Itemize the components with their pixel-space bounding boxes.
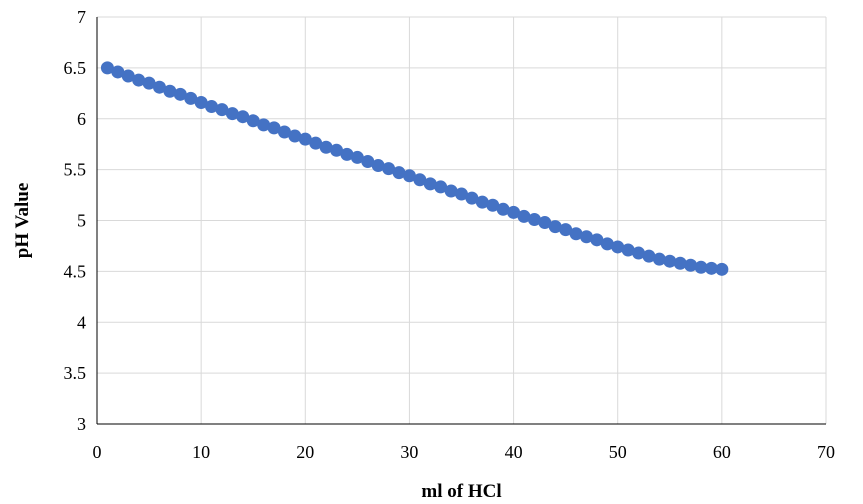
data-points	[100, 61, 729, 276]
x-tick-label: 50	[609, 442, 627, 462]
x-axis-tick-labels: 0 10 20 30 40 50 60 70	[93, 442, 836, 462]
axes	[96, 17, 826, 425]
data-point	[694, 260, 708, 274]
data-point	[246, 114, 260, 128]
data-point	[257, 118, 271, 132]
data-point	[288, 129, 302, 143]
data-point	[267, 121, 281, 135]
x-tick-label: 40	[505, 442, 523, 462]
data-point	[590, 233, 604, 247]
data-point	[486, 198, 500, 212]
x-tick-label: 60	[713, 442, 731, 462]
data-point	[215, 103, 229, 117]
data-point	[225, 107, 239, 121]
data-point	[236, 110, 250, 124]
data-point	[111, 65, 125, 79]
data-point	[507, 205, 521, 219]
y-tick-label: 4.5	[64, 261, 87, 281]
y-tick-label: 6.5	[64, 58, 87, 78]
data-point	[704, 261, 718, 275]
data-point	[132, 73, 146, 87]
data-point	[340, 147, 354, 161]
data-point	[121, 69, 135, 83]
data-point	[559, 223, 573, 237]
data-point	[184, 91, 198, 105]
y-axis-tick-labels: 3 3.5 4 4.5 5 5.5 6 6.5 7	[64, 7, 87, 434]
x-tick-label: 70	[817, 442, 835, 462]
data-point	[684, 258, 698, 272]
data-point	[444, 184, 458, 198]
data-point	[715, 262, 729, 276]
data-point	[152, 80, 166, 94]
data-point	[527, 212, 541, 226]
data-point	[100, 61, 114, 75]
x-tick-label: 20	[296, 442, 314, 462]
y-tick-label: 7	[77, 7, 86, 27]
data-point	[319, 140, 333, 154]
data-point	[361, 154, 375, 168]
x-tick-label: 30	[400, 442, 418, 462]
data-point	[298, 132, 312, 146]
data-point	[173, 87, 187, 101]
data-point	[205, 100, 219, 114]
y-tick-label: 5	[77, 211, 86, 231]
data-point	[277, 125, 291, 139]
data-point	[142, 76, 156, 90]
x-axis-title: ml of HCl	[421, 481, 501, 502]
data-point	[434, 180, 448, 194]
data-point	[392, 166, 406, 180]
data-point	[538, 216, 552, 230]
data-point	[382, 162, 396, 176]
data-point	[632, 246, 646, 260]
data-point	[579, 230, 593, 244]
data-point	[163, 84, 177, 98]
data-point	[350, 150, 364, 164]
data-point	[600, 237, 614, 251]
data-point	[194, 95, 208, 109]
y-axis-title: pH Value	[12, 183, 33, 259]
data-point	[517, 209, 531, 223]
data-point	[402, 169, 416, 183]
y-tick-label: 5.5	[64, 160, 87, 180]
data-point	[611, 240, 625, 254]
y-tick-label: 3.5	[64, 363, 87, 383]
data-point	[642, 249, 656, 263]
x-tick-label: 10	[192, 442, 210, 462]
data-point	[475, 195, 489, 209]
data-point	[465, 191, 479, 205]
y-tick-label: 4	[77, 312, 86, 332]
data-point	[548, 220, 562, 234]
data-point	[621, 243, 635, 257]
data-point	[652, 252, 666, 266]
data-point	[455, 187, 468, 201]
x-tick-label: 0	[93, 442, 102, 462]
data-point	[371, 159, 385, 173]
grid-lines	[97, 16, 827, 424]
data-point	[413, 173, 427, 187]
data-point	[663, 254, 677, 268]
y-tick-label: 3	[77, 414, 86, 434]
y-tick-label: 6	[77, 109, 86, 129]
data-point	[569, 227, 583, 241]
data-point	[330, 143, 344, 157]
data-point	[309, 136, 323, 150]
data-point	[423, 177, 437, 191]
data-point	[673, 256, 687, 270]
data-point	[496, 202, 510, 216]
